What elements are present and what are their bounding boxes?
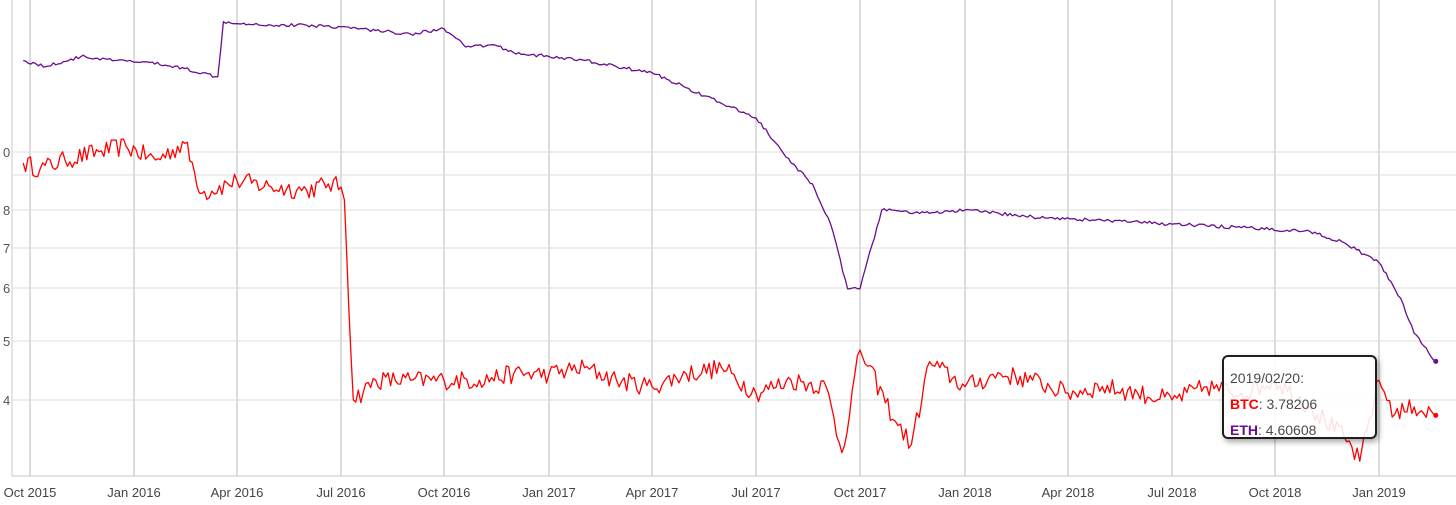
tooltip-btc-row: BTC: 3.78206 <box>1230 391 1369 417</box>
y-tick-label: 6 <box>3 281 10 296</box>
tooltip-eth-label: ETH <box>1230 422 1258 438</box>
y-tick-label: 5 <box>3 334 10 349</box>
x-tick-label: Oct 2018 <box>1249 485 1302 500</box>
series-lines <box>22 21 1437 462</box>
tooltip-btc-label: BTC <box>1230 396 1259 412</box>
x-tick-label: Jul 2018 <box>1147 485 1196 500</box>
end-point-eth <box>1433 358 1439 364</box>
x-axis: Oct 2015 Jan 2016 Apr 2016 Jul 2016 Oct 2016… <box>4 485 1406 500</box>
x-tick-label: Jan 2016 <box>107 485 161 500</box>
tooltip-eth-row: ETH: 4.60608 <box>1230 417 1369 443</box>
x-tick-label: Jan 2017 <box>522 485 576 500</box>
tooltip: 2019/02/20: BTC: 3.78206 ETH: 4.60608 <box>1222 355 1377 439</box>
end-point-btc <box>1433 412 1439 418</box>
y-tick-label: 8 <box>3 203 10 218</box>
tooltip-date: 2019/02/20: <box>1230 370 1304 386</box>
x-tick-label: Apr 2016 <box>211 485 264 500</box>
x-tick-label: Oct 2015 <box>4 485 57 500</box>
y-axis: 4 5 6 7 8 0 <box>3 145 10 408</box>
x-tick-label: Jan 2019 <box>1352 485 1406 500</box>
series-line-eth <box>23 21 1437 362</box>
tooltip-btc-value: : 3.78206 <box>1258 396 1318 412</box>
x-tick-label: Oct 2016 <box>418 485 471 500</box>
x-tick-label: Apr 2017 <box>626 485 679 500</box>
y-tick-label: 0 <box>3 145 10 160</box>
y-tick-label: 4 <box>3 393 10 408</box>
x-tick-label: Apr 2018 <box>1042 485 1095 500</box>
x-tick-label: Jul 2017 <box>731 485 780 500</box>
tooltip-eth-value: : 4.60608 <box>1258 422 1317 438</box>
x-tick-label: Jul 2016 <box>316 485 365 500</box>
y-tick-label: 7 <box>3 241 10 256</box>
end-markers <box>1433 358 1439 418</box>
series-line-btc <box>22 138 1437 462</box>
x-tick-label: Oct 2017 <box>834 485 887 500</box>
x-tick-label: Jan 2018 <box>938 485 992 500</box>
